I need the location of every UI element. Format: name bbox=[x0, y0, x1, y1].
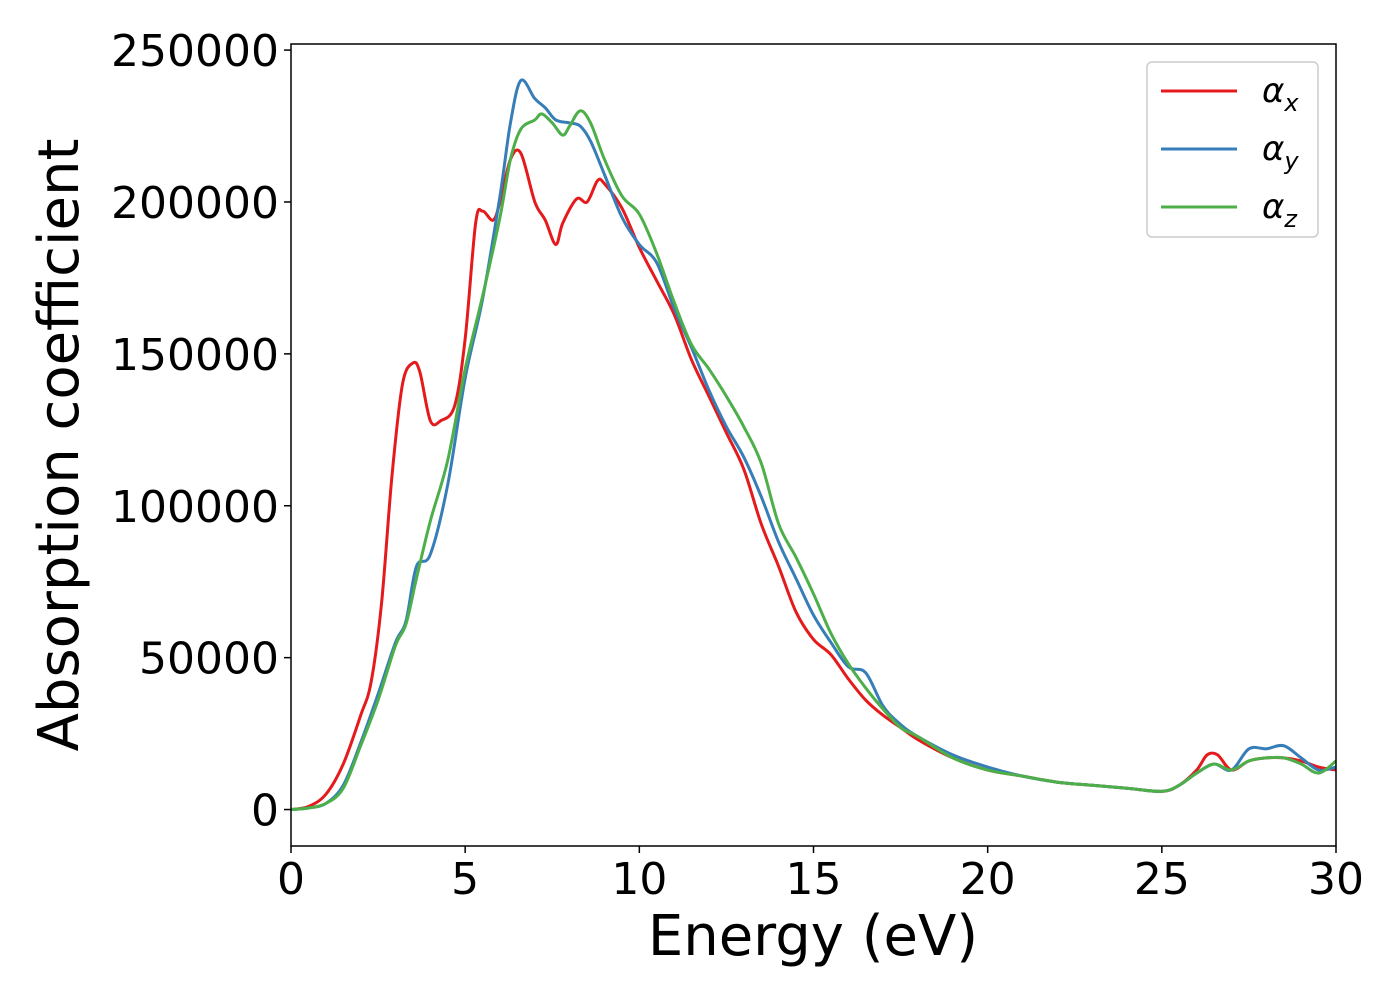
legend: αx αy αz bbox=[1146, 61, 1319, 238]
y-tick-label: 100000 bbox=[111, 482, 279, 533]
legend-label-x: αx bbox=[1262, 71, 1299, 117]
x-tick-label: 30 bbox=[1308, 854, 1364, 905]
x-tick-label: 5 bbox=[451, 854, 479, 905]
x-tick-label: 20 bbox=[960, 854, 1016, 905]
y-tick-label: 200000 bbox=[111, 178, 279, 229]
x-tick-label: 0 bbox=[277, 854, 305, 905]
y-tick-label: 150000 bbox=[111, 330, 279, 381]
series-line-z bbox=[291, 109, 1336, 812]
y-axis-ticks: 0 50000 100000 150000 200000 250000 bbox=[111, 26, 291, 837]
x-tick-label: 15 bbox=[786, 854, 842, 905]
plot-lines bbox=[291, 78, 1336, 812]
x-axis-ticks: 0 5 10 15 20 25 30 bbox=[277, 846, 1364, 905]
y-tick-label: 250000 bbox=[111, 26, 279, 77]
x-axis-title: Energy (eV) bbox=[648, 904, 978, 969]
x-tick-label: 25 bbox=[1134, 854, 1190, 905]
y-tick-label: 0 bbox=[251, 786, 279, 837]
x-tick-label: 10 bbox=[611, 854, 667, 905]
y-axis-title: Absorption coefficient bbox=[27, 139, 92, 752]
legend-label-z: αz bbox=[1262, 187, 1298, 233]
y-tick-label: 50000 bbox=[139, 634, 279, 685]
legend-label-y: αy bbox=[1262, 129, 1299, 175]
